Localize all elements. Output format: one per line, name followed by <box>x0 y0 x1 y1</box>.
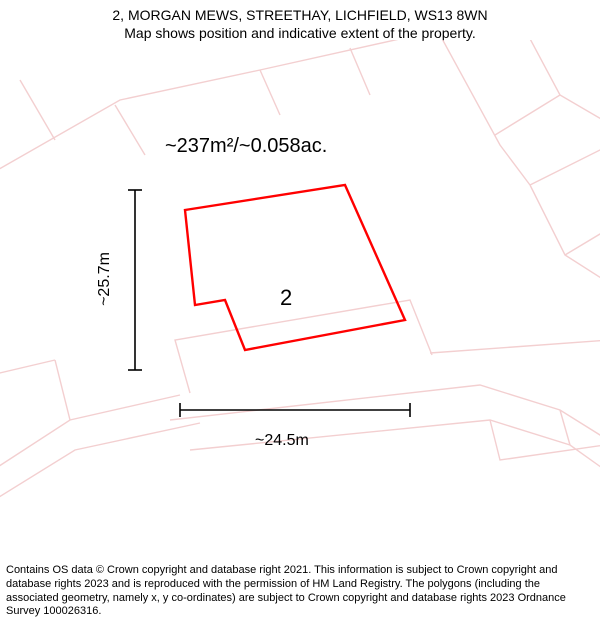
parcel-number-label: 2 <box>280 285 292 311</box>
property-parcel <box>185 185 405 350</box>
copyright-footer: Contains OS data © Crown copyright and d… <box>6 564 594 619</box>
basemap-line <box>0 395 180 485</box>
basemap-line <box>190 420 600 495</box>
basemap-line <box>430 340 600 353</box>
basemap-line <box>0 423 200 515</box>
basemap-line <box>0 40 440 180</box>
basemap-line <box>115 105 145 155</box>
height-measurement-label: ~25.7m <box>96 252 114 306</box>
basemap-line <box>350 48 370 95</box>
map-header: 2, MORGAN MEWS, STREETHAY, LICHFIELD, WS… <box>0 6 600 42</box>
width-measurement-label: ~24.5m <box>255 432 309 450</box>
basemap-line <box>565 225 600 255</box>
basemap-line <box>520 40 600 130</box>
basemap-line <box>55 360 70 420</box>
map-svg <box>0 40 600 540</box>
map-canvas: ~237m²/~0.058ac. 2 ~24.5m ~25.7m <box>0 40 600 540</box>
basemap-line <box>530 185 600 290</box>
basemap-line <box>170 385 600 460</box>
basemap-line <box>530 145 600 185</box>
area-measurement-label: ~237m²/~0.058ac. <box>165 135 327 158</box>
height-dimension-bar <box>128 190 142 370</box>
basemap-line <box>0 360 55 380</box>
basemap-line <box>175 300 432 393</box>
basemap-line <box>260 70 280 115</box>
basemap-line <box>440 40 530 185</box>
basemap-line <box>20 80 55 140</box>
basemap-line <box>495 95 560 135</box>
address-title: 2, MORGAN MEWS, STREETHAY, LICHFIELD, WS… <box>0 6 600 24</box>
